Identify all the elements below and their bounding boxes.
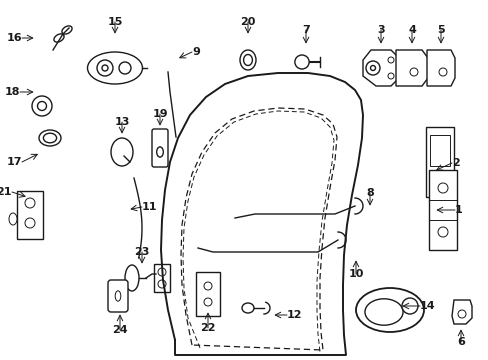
Circle shape	[203, 298, 212, 306]
Text: 23: 23	[134, 247, 149, 257]
Ellipse shape	[242, 303, 253, 313]
Ellipse shape	[240, 50, 256, 70]
Text: 6: 6	[456, 337, 464, 347]
Text: 13: 13	[114, 117, 129, 127]
Ellipse shape	[111, 138, 133, 166]
Text: 9: 9	[192, 47, 200, 57]
Circle shape	[370, 66, 375, 71]
Polygon shape	[395, 50, 427, 86]
Circle shape	[32, 96, 52, 116]
Text: 1: 1	[454, 205, 462, 215]
Text: 17: 17	[6, 157, 22, 167]
Circle shape	[158, 268, 165, 276]
Text: 16: 16	[6, 33, 22, 43]
Ellipse shape	[43, 133, 57, 143]
Text: 14: 14	[419, 301, 435, 311]
Circle shape	[401, 298, 417, 314]
Ellipse shape	[156, 147, 163, 157]
Bar	[154, 264, 170, 292]
Ellipse shape	[294, 55, 308, 69]
Text: 24: 24	[112, 325, 127, 335]
Circle shape	[409, 68, 417, 76]
Ellipse shape	[9, 213, 17, 225]
Ellipse shape	[355, 288, 423, 332]
Bar	[196, 272, 220, 316]
Text: 15: 15	[107, 17, 122, 27]
Circle shape	[25, 198, 35, 208]
Text: 11: 11	[142, 202, 157, 212]
Ellipse shape	[39, 130, 61, 146]
Circle shape	[387, 73, 393, 79]
Text: 10: 10	[347, 269, 363, 279]
Circle shape	[437, 183, 447, 193]
Polygon shape	[362, 50, 400, 86]
Ellipse shape	[125, 265, 139, 291]
Circle shape	[25, 218, 35, 228]
Circle shape	[365, 61, 379, 75]
Text: 12: 12	[286, 310, 302, 320]
Ellipse shape	[243, 54, 252, 66]
Text: 8: 8	[366, 188, 373, 198]
Text: 20: 20	[240, 17, 255, 27]
Ellipse shape	[62, 26, 72, 34]
Ellipse shape	[54, 34, 64, 42]
Circle shape	[102, 65, 108, 71]
Circle shape	[203, 282, 212, 290]
Ellipse shape	[115, 291, 121, 301]
Circle shape	[437, 227, 447, 237]
Circle shape	[38, 102, 46, 111]
FancyBboxPatch shape	[152, 129, 168, 167]
Text: 18: 18	[4, 87, 20, 97]
Text: 19: 19	[152, 109, 167, 119]
Bar	[17, 191, 43, 239]
Circle shape	[457, 310, 465, 318]
Bar	[429, 135, 449, 166]
Text: 2: 2	[451, 158, 459, 168]
Ellipse shape	[87, 52, 142, 84]
Circle shape	[387, 57, 393, 63]
Text: 3: 3	[376, 25, 384, 35]
Circle shape	[119, 62, 131, 74]
Polygon shape	[451, 300, 471, 324]
Text: 7: 7	[302, 25, 309, 35]
FancyBboxPatch shape	[108, 280, 128, 312]
Circle shape	[97, 60, 113, 76]
Bar	[428, 170, 456, 250]
Circle shape	[438, 68, 446, 76]
Circle shape	[435, 181, 443, 189]
Text: 21: 21	[0, 187, 12, 197]
Circle shape	[158, 280, 165, 288]
Text: 4: 4	[407, 25, 415, 35]
Bar	[425, 127, 453, 197]
Ellipse shape	[364, 299, 402, 325]
Text: 22: 22	[200, 323, 215, 333]
Polygon shape	[426, 50, 454, 86]
Text: 5: 5	[436, 25, 444, 35]
